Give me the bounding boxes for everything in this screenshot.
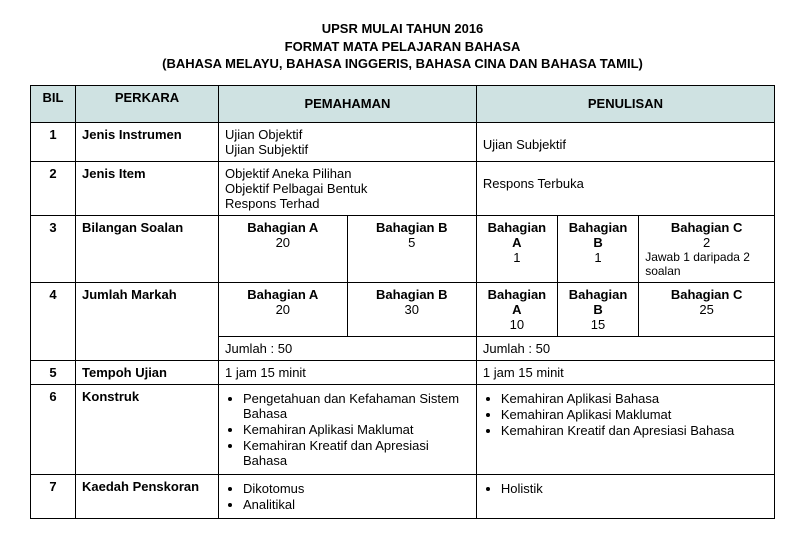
header-bil: BIL bbox=[31, 85, 76, 122]
subval: 1 bbox=[483, 250, 551, 265]
cell-perkara: Jenis Instrumen bbox=[76, 122, 219, 161]
subhead: Bahagian B bbox=[354, 220, 470, 235]
cell-pemahaman: 1 jam 15 minit bbox=[219, 360, 477, 384]
cell-pemahaman-list: Dikotomus Analitikal bbox=[219, 474, 477, 518]
cell-pem-b: Bahagian B 30 bbox=[347, 282, 476, 336]
cell-perkara: Kaedah Penskoran bbox=[76, 474, 219, 518]
cell-bil: 1 bbox=[31, 122, 76, 161]
cell-pem-a: Bahagian A 20 bbox=[219, 282, 348, 336]
title-block: UPSR MULAI TAHUN 2016 FORMAT MATA PELAJA… bbox=[30, 20, 775, 73]
subhead: Bahagian A bbox=[483, 287, 551, 317]
list-item: Holistik bbox=[501, 481, 768, 496]
cell-bil: 4 bbox=[31, 282, 76, 360]
cell-perkara: Tempoh Ujian bbox=[76, 360, 219, 384]
cell-penulisan: 1 jam 15 minit bbox=[476, 360, 774, 384]
table-row: 5 Tempoh Ujian 1 jam 15 minit 1 jam 15 m… bbox=[31, 360, 775, 384]
cell-bil: 3 bbox=[31, 215, 76, 282]
subhead: Bahagian B bbox=[564, 287, 632, 317]
table-row: 4 Jumlah Markah Bahagian A 20 Bahagian B… bbox=[31, 282, 775, 336]
cell-penulisan: Respons Terbuka bbox=[476, 161, 774, 215]
list-item: Kemahiran Aplikasi Maklumat bbox=[501, 407, 768, 422]
cell-penulisan: Ujian Subjektif bbox=[476, 122, 774, 161]
subval: 5 bbox=[354, 235, 470, 250]
cell-pen-c: Bahagian C 25 bbox=[639, 282, 775, 336]
cell-pemahaman: Ujian Objektif Ujian Subjektif bbox=[219, 122, 477, 161]
list-item: Kemahiran Aplikasi Maklumat bbox=[243, 422, 470, 437]
list-item: Analitikal bbox=[243, 497, 470, 512]
pen-list: Kemahiran Aplikasi Bahasa Kemahiran Apli… bbox=[501, 391, 768, 438]
cell-bil: 2 bbox=[31, 161, 76, 215]
subhead: Bahagian A bbox=[225, 287, 341, 302]
title-line1: UPSR MULAI TAHUN 2016 bbox=[30, 20, 775, 38]
cell-pen-a: Bahagian A 10 bbox=[476, 282, 557, 336]
cell-pen-a: Bahagian A 1 bbox=[476, 215, 557, 282]
cell-pemahaman-list: Pengetahuan dan Kefahaman Sistem Bahasa … bbox=[219, 384, 477, 474]
subval: 20 bbox=[225, 302, 341, 317]
list-item: Kemahiran Kreatif dan Apresiasi Bahasa bbox=[501, 423, 768, 438]
cell-pem-total: Jumlah : 50 bbox=[219, 336, 477, 360]
subhead: Bahagian B bbox=[354, 287, 470, 302]
cell-perkara: Jumlah Markah bbox=[76, 282, 219, 360]
cell-perkara: Jenis Item bbox=[76, 161, 219, 215]
subval: 10 bbox=[483, 317, 551, 332]
cell-penulisan-list: Holistik bbox=[476, 474, 774, 518]
header-pemahaman: PEMAHAMAN bbox=[219, 85, 477, 122]
pem-list: Dikotomus Analitikal bbox=[243, 481, 470, 512]
list-item: Dikotomus bbox=[243, 481, 470, 496]
subnote: Jawab 1 daripada 2 soalan bbox=[645, 250, 768, 278]
cell-perkara: Konstruk bbox=[76, 384, 219, 474]
subval: 15 bbox=[564, 317, 632, 332]
title-line3: (BAHASA MELAYU, BAHASA INGGERIS, BAHASA … bbox=[30, 55, 775, 73]
format-table: BIL PERKARA PEMAHAMAN PENULISAN 1 Jenis … bbox=[30, 85, 775, 519]
table-row: 6 Konstruk Pengetahuan dan Kefahaman Sis… bbox=[31, 384, 775, 474]
subval: 1 bbox=[564, 250, 632, 265]
cell-pen-total: Jumlah : 50 bbox=[476, 336, 774, 360]
cell-pem-a: Bahagian A 20 bbox=[219, 215, 348, 282]
cell-pem-b: Bahagian B 5 bbox=[347, 215, 476, 282]
subhead: Bahagian A bbox=[483, 220, 551, 250]
table-row: 3 Bilangan Soalan Bahagian A 20 Bahagian… bbox=[31, 215, 775, 282]
list-item: Kemahiran Aplikasi Bahasa bbox=[501, 391, 768, 406]
table-row: 2 Jenis Item Objektif Aneka Pilihan Obje… bbox=[31, 161, 775, 215]
subhead: Bahagian C bbox=[645, 220, 768, 235]
cell-penulisan-list: Kemahiran Aplikasi Bahasa Kemahiran Apli… bbox=[476, 384, 774, 474]
header-row: BIL PERKARA PEMAHAMAN PENULISAN bbox=[31, 85, 775, 122]
cell-bil: 6 bbox=[31, 384, 76, 474]
cell-pen-b: Bahagian B 1 bbox=[557, 215, 638, 282]
header-perkara: PERKARA bbox=[76, 85, 219, 122]
table-row: 7 Kaedah Penskoran Dikotomus Analitikal … bbox=[31, 474, 775, 518]
list-item: Kemahiran Kreatif dan Apresiasi Bahasa bbox=[243, 438, 470, 468]
cell-pen-b: Bahagian B 15 bbox=[557, 282, 638, 336]
subval: 25 bbox=[645, 302, 768, 317]
pem-list: Pengetahuan dan Kefahaman Sistem Bahasa … bbox=[243, 391, 470, 468]
subhead: Bahagian C bbox=[645, 287, 768, 302]
cell-bil: 7 bbox=[31, 474, 76, 518]
header-penulisan: PENULISAN bbox=[476, 85, 774, 122]
table-row: 1 Jenis Instrumen Ujian Objektif Ujian S… bbox=[31, 122, 775, 161]
cell-pemahaman: Objektif Aneka Pilihan Objektif Pelbagai… bbox=[219, 161, 477, 215]
list-item: Pengetahuan dan Kefahaman Sistem Bahasa bbox=[243, 391, 470, 421]
cell-pen-c: Bahagian C 2 Jawab 1 daripada 2 soalan bbox=[639, 215, 775, 282]
pen-list: Holistik bbox=[501, 481, 768, 496]
subval: 20 bbox=[225, 235, 341, 250]
cell-perkara: Bilangan Soalan bbox=[76, 215, 219, 282]
cell-bil: 5 bbox=[31, 360, 76, 384]
subval: 2 bbox=[645, 235, 768, 250]
subhead: Bahagian A bbox=[225, 220, 341, 235]
title-line2: FORMAT MATA PELAJARAN BAHASA bbox=[30, 38, 775, 56]
subhead: Bahagian B bbox=[564, 220, 632, 250]
subval: 30 bbox=[354, 302, 470, 317]
